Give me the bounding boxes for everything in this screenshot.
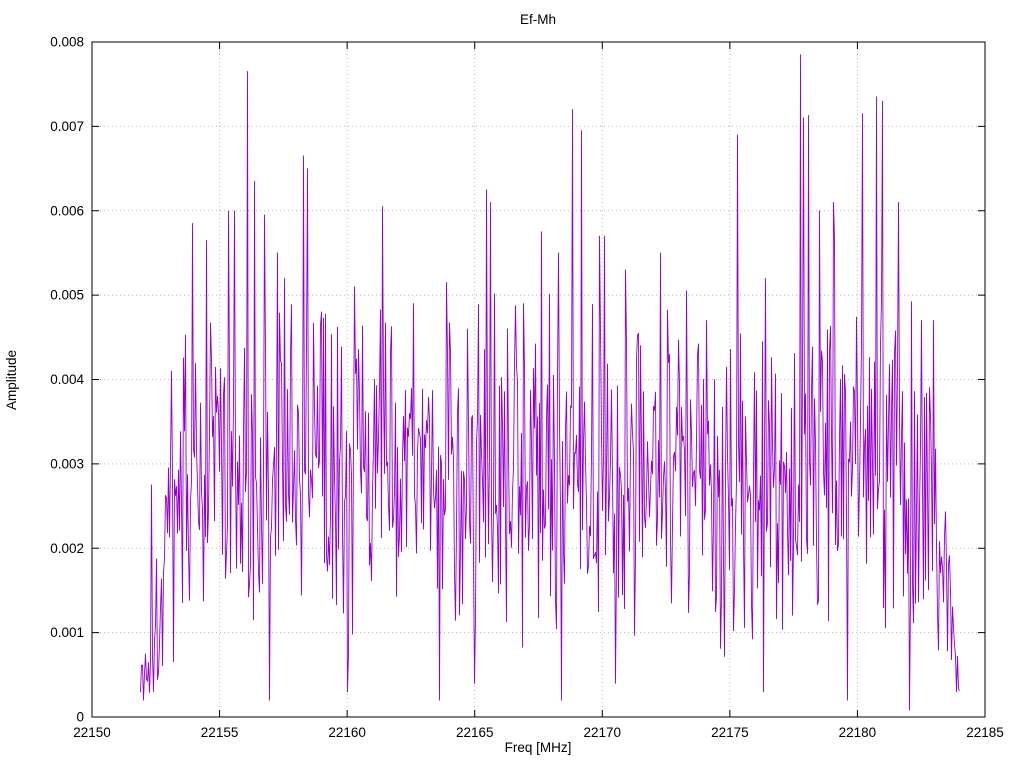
spectrum-line bbox=[140, 54, 960, 711]
y-tick-label: 0.003 bbox=[50, 456, 84, 471]
y-tick-label: 0.006 bbox=[50, 203, 84, 218]
x-tick-label: 22175 bbox=[711, 725, 749, 740]
x-tick-label: 22165 bbox=[456, 725, 494, 740]
chart-title: Ef-Mh bbox=[520, 12, 556, 27]
y-tick-label: 0.005 bbox=[50, 288, 84, 303]
y-tick-label: 0.004 bbox=[50, 372, 84, 387]
y-tick-label: 0.007 bbox=[50, 119, 84, 134]
y-tick-label: 0.008 bbox=[50, 35, 84, 50]
y-tick-label: 0.002 bbox=[50, 541, 84, 556]
x-tick-label: 22180 bbox=[839, 725, 877, 740]
plot-border bbox=[91, 41, 986, 718]
x-tick-label: 22160 bbox=[328, 725, 366, 740]
y-tick-label: 0.001 bbox=[50, 625, 84, 640]
series-layer bbox=[140, 54, 960, 711]
tick-labels: 22150 22155 22160 22165 22170 22175 22180 22185… bbox=[50, 35, 1004, 741]
x-tick-label: 22150 bbox=[73, 725, 111, 740]
x-axis-label: Freq [MHz] bbox=[505, 740, 572, 755]
y-tick-label: 0 bbox=[76, 710, 84, 725]
x-tick-label: 22185 bbox=[966, 725, 1004, 740]
x-tick-label: 22155 bbox=[201, 725, 239, 740]
y-axis-label: Amplitude bbox=[4, 350, 19, 410]
x-tick-label: 22170 bbox=[584, 725, 622, 740]
